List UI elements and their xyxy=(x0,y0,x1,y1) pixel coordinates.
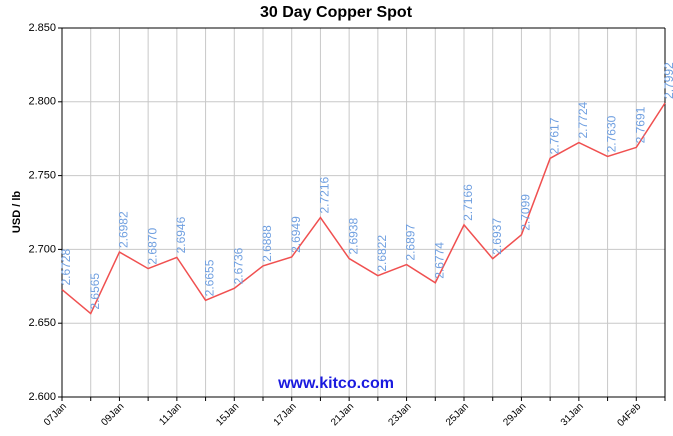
data-label: 2.6946 xyxy=(174,216,188,253)
data-label: 2.7166 xyxy=(461,184,475,221)
data-label: 2.6655 xyxy=(203,259,217,296)
y-tick-label: 2.700 xyxy=(28,243,56,255)
y-tick-label: 2.850 xyxy=(28,22,56,34)
data-label: 2.7691 xyxy=(633,106,647,143)
data-label: 2.6736 xyxy=(231,247,245,284)
data-label: 2.6897 xyxy=(404,224,418,261)
data-label: 2.6822 xyxy=(375,235,389,272)
data-label: 2.6728 xyxy=(59,249,73,286)
data-label: 2.6982 xyxy=(117,211,131,248)
data-label: 2.6888 xyxy=(260,225,274,262)
y-tick-label: 2.800 xyxy=(28,96,56,108)
data-label: 2.6949 xyxy=(289,216,303,253)
y-tick-label: 2.750 xyxy=(28,170,56,182)
data-label: 2.7216 xyxy=(318,176,332,213)
y-tick-label: 2.650 xyxy=(28,317,56,329)
data-label: 2.7992 xyxy=(662,62,673,99)
watermark: www.kitco.com xyxy=(277,375,394,392)
data-label: 2.7630 xyxy=(605,115,619,152)
data-label: 2.7724 xyxy=(576,102,590,139)
chart-title: 30 Day Copper Spot xyxy=(260,4,413,21)
price-line xyxy=(61,102,666,315)
data-label: 2.6774 xyxy=(432,242,446,279)
data-label: 2.6870 xyxy=(145,228,159,265)
y-tick-label: 2.600 xyxy=(28,391,56,403)
y-axis-label: USD / lb xyxy=(11,191,23,233)
data-label: 2.7617 xyxy=(547,117,561,154)
data-label: 2.6937 xyxy=(490,218,504,255)
data-label: 2.7099 xyxy=(519,194,533,231)
data-label: 2.6938 xyxy=(346,218,360,255)
data-label: 2.6565 xyxy=(88,273,102,310)
